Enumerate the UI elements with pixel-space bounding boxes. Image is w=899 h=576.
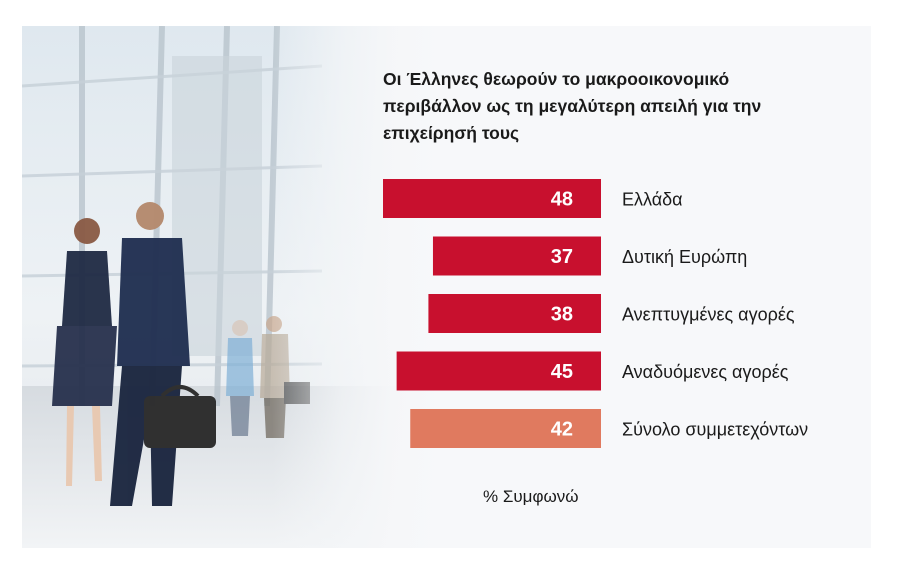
bars-group: 48 Ελλάδα 37 Δυτική Ευρώπη 38 Ανεπτυγμένες αγ… — [383, 179, 808, 448]
bar-value-label: 45 — [551, 361, 573, 383]
bar-1 — [383, 179, 601, 218]
infographic-card — [22, 26, 871, 548]
bar-value-label: 38 — [551, 304, 573, 326]
category-label: Αναδυόμενες αγορές — [622, 362, 789, 382]
bar-4 — [396, 351, 601, 391]
bar-value-label: 48 — [551, 189, 573, 211]
bar-5 — [410, 409, 601, 448]
category-label: Ανεπτυγμένες αγορές — [622, 305, 795, 325]
category-label: Δυτική Ευρώπη — [622, 247, 747, 267]
bar-value-label: 37 — [551, 246, 573, 268]
chart-title: Οι Έλληνες θεωρούν το μακροοικονομικό πε… — [383, 69, 762, 143]
bar-3 — [428, 294, 601, 333]
unit-note: % Συμφωνώ — [483, 487, 579, 506]
category-label: Σύνολο συμμετεχόντων — [622, 420, 808, 440]
category-label: Ελλάδα — [622, 190, 683, 210]
bar-value-label: 42 — [551, 419, 573, 441]
bar-2 — [432, 236, 601, 276]
background-fade-overlay — [22, 26, 871, 548]
